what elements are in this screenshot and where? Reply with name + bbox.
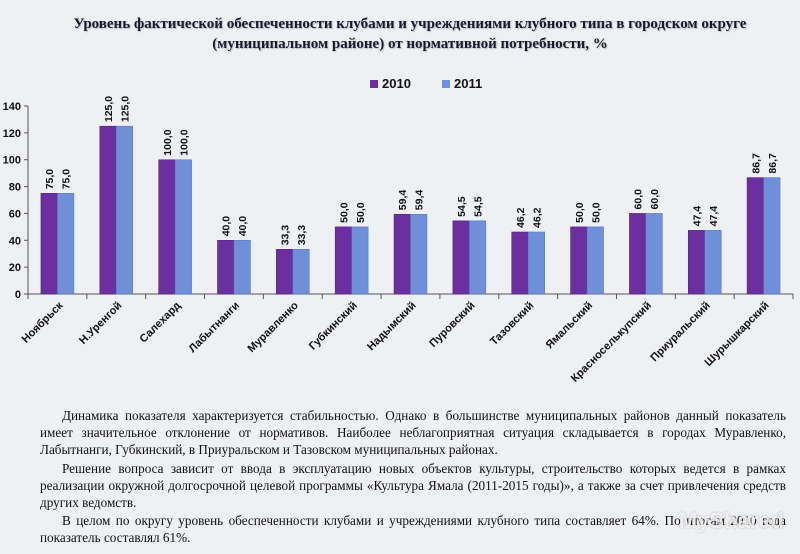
bar-2010-6 — [393, 213, 411, 295]
bar-2010-8 — [511, 231, 529, 295]
data-label-2011-10: 60,0 — [649, 189, 661, 210]
data-label-2011-6: 59,4 — [414, 190, 426, 211]
bar-2011-11 — [704, 230, 722, 295]
bar-2011-8 — [527, 231, 545, 295]
description-text: Динамика показателя характеризуется стаб… — [40, 407, 786, 548]
bar-2010-10 — [629, 213, 647, 295]
category-label-11: Приуральский — [648, 300, 712, 364]
data-label-2010-7: 54,5 — [456, 196, 468, 217]
bar-2010-0 — [40, 193, 58, 295]
bar-2010-3 — [217, 240, 235, 295]
paragraph-2: Решение вопроса зависит от ввода в экспл… — [40, 460, 786, 511]
category-label-6: Надымский — [365, 300, 418, 353]
watermark-logo: MyShared — [678, 508, 784, 533]
category-label-4: Муравленко — [246, 299, 302, 355]
bar-2011-5 — [351, 226, 369, 295]
data-label-2011-11: 47,4 — [708, 206, 720, 227]
category-label-1: Н.Уренгой — [77, 300, 124, 347]
data-label-2010-12: 86,7 — [750, 153, 762, 174]
data-label-2010-9: 50,0 — [574, 202, 586, 223]
data-label-2011-7: 54,5 — [473, 196, 485, 217]
category-label-0: Ноябрьск — [20, 299, 66, 345]
category-label-5: Губкинский — [307, 300, 360, 353]
bar-2011-10 — [645, 213, 663, 295]
bar-2011-1 — [116, 125, 134, 295]
data-label-2010-2: 100,0 — [162, 129, 174, 155]
legend-swatch-2011 — [442, 80, 450, 88]
paragraph-3: В целом по округу уровень обеспеченности… — [40, 513, 786, 546]
data-label-2011-5: 50,0 — [355, 202, 367, 223]
category-label-8: Тазовский — [488, 300, 536, 348]
bar-2011-7 — [469, 220, 487, 295]
y-tick-label-120: 120 — [3, 128, 21, 140]
chart-title: Уровень фактической обеспеченности клуба… — [40, 14, 780, 54]
bar-2011-2 — [174, 159, 192, 295]
y-tick-label-40: 40 — [9, 235, 21, 247]
data-label-2011-2: 100,0 — [178, 129, 190, 155]
data-label-2011-8: 46,2 — [531, 207, 543, 228]
bar-2010-1 — [99, 125, 117, 295]
data-label-2011-1: 125,0 — [120, 96, 132, 122]
legend-label-2011: 2011 — [454, 76, 482, 91]
data-label-2010-8: 46,2 — [515, 207, 527, 228]
data-label-2011-3: 40,0 — [237, 216, 249, 237]
bar-2010-5 — [334, 226, 352, 295]
bar-2010-2 — [158, 159, 176, 295]
data-label-2011-0: 75,0 — [61, 169, 73, 190]
data-label-2011-4: 33,3 — [296, 225, 308, 246]
data-label-2010-11: 47,4 — [691, 206, 703, 227]
data-label-2010-6: 59,4 — [397, 190, 409, 211]
y-tick-label-20: 20 — [9, 262, 21, 274]
bar-2011-9 — [586, 226, 604, 295]
y-tick-label-140: 140 — [3, 101, 21, 113]
category-label-12: Шурышкарский — [703, 300, 772, 369]
paragraph-1: Динамика показателя характеризуется стаб… — [40, 408, 786, 458]
bar-2011-6 — [410, 213, 428, 295]
bar-2011-12 — [763, 177, 781, 295]
data-label-2010-1: 125,0 — [103, 96, 115, 122]
data-label-2010-10: 60,0 — [633, 189, 645, 210]
category-label-3: Лабытнанги — [187, 300, 242, 355]
y-tick-label-80: 80 — [9, 182, 21, 194]
legend-swatch-2010 — [370, 80, 378, 88]
data-label-2010-4: 33,3 — [280, 225, 292, 246]
bar-2011-0 — [57, 193, 75, 295]
bar-2011-4 — [292, 249, 310, 295]
category-label-9: Ямальский — [544, 300, 596, 352]
bar-2011-3 — [233, 240, 251, 295]
legend-label-2010: 2010 — [382, 76, 411, 91]
category-label-2: Салехард — [137, 300, 183, 346]
bar-2010-12 — [746, 177, 764, 295]
data-label-2011-9: 50,0 — [590, 202, 602, 223]
data-label-2010-0: 75,0 — [44, 169, 56, 190]
data-label-2010-5: 50,0 — [338, 202, 350, 223]
bar-2010-7 — [452, 220, 470, 295]
title-line-1: Уровень фактической обеспеченности клуба… — [73, 16, 747, 32]
bar-2010-9 — [570, 226, 588, 295]
title-line-2: (муниципальном районе) от нормативной по… — [212, 36, 608, 52]
data-label-2011-12: 86,7 — [767, 153, 779, 174]
y-tick-label-100: 100 — [3, 155, 21, 167]
y-tick-label-0: 0 — [15, 289, 21, 301]
bar-chart: 0 20 40 60 80 100 120 140 2010 2011 75,0 75,0 Ноябрь… — [3, 76, 794, 385]
bar-2010-4 — [276, 249, 294, 295]
category-label-7: Пуровский — [427, 300, 477, 350]
y-tick-label-60: 60 — [9, 208, 21, 220]
bar-2010-11 — [687, 230, 705, 295]
data-label-2010-3: 40,0 — [221, 216, 233, 237]
